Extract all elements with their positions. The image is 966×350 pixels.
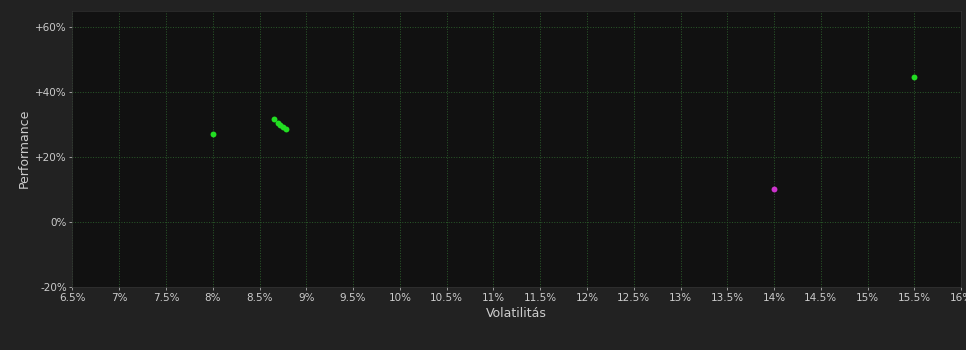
- X-axis label: Volatilitás: Volatilitás: [486, 307, 548, 320]
- Point: [270, 120, 286, 126]
- Point: [266, 117, 281, 122]
- Point: [766, 187, 781, 192]
- Point: [205, 131, 220, 137]
- Point: [272, 122, 288, 128]
- Point: [907, 75, 923, 80]
- Point: [278, 126, 294, 132]
- Point: [275, 124, 291, 130]
- Y-axis label: Performance: Performance: [18, 109, 31, 188]
